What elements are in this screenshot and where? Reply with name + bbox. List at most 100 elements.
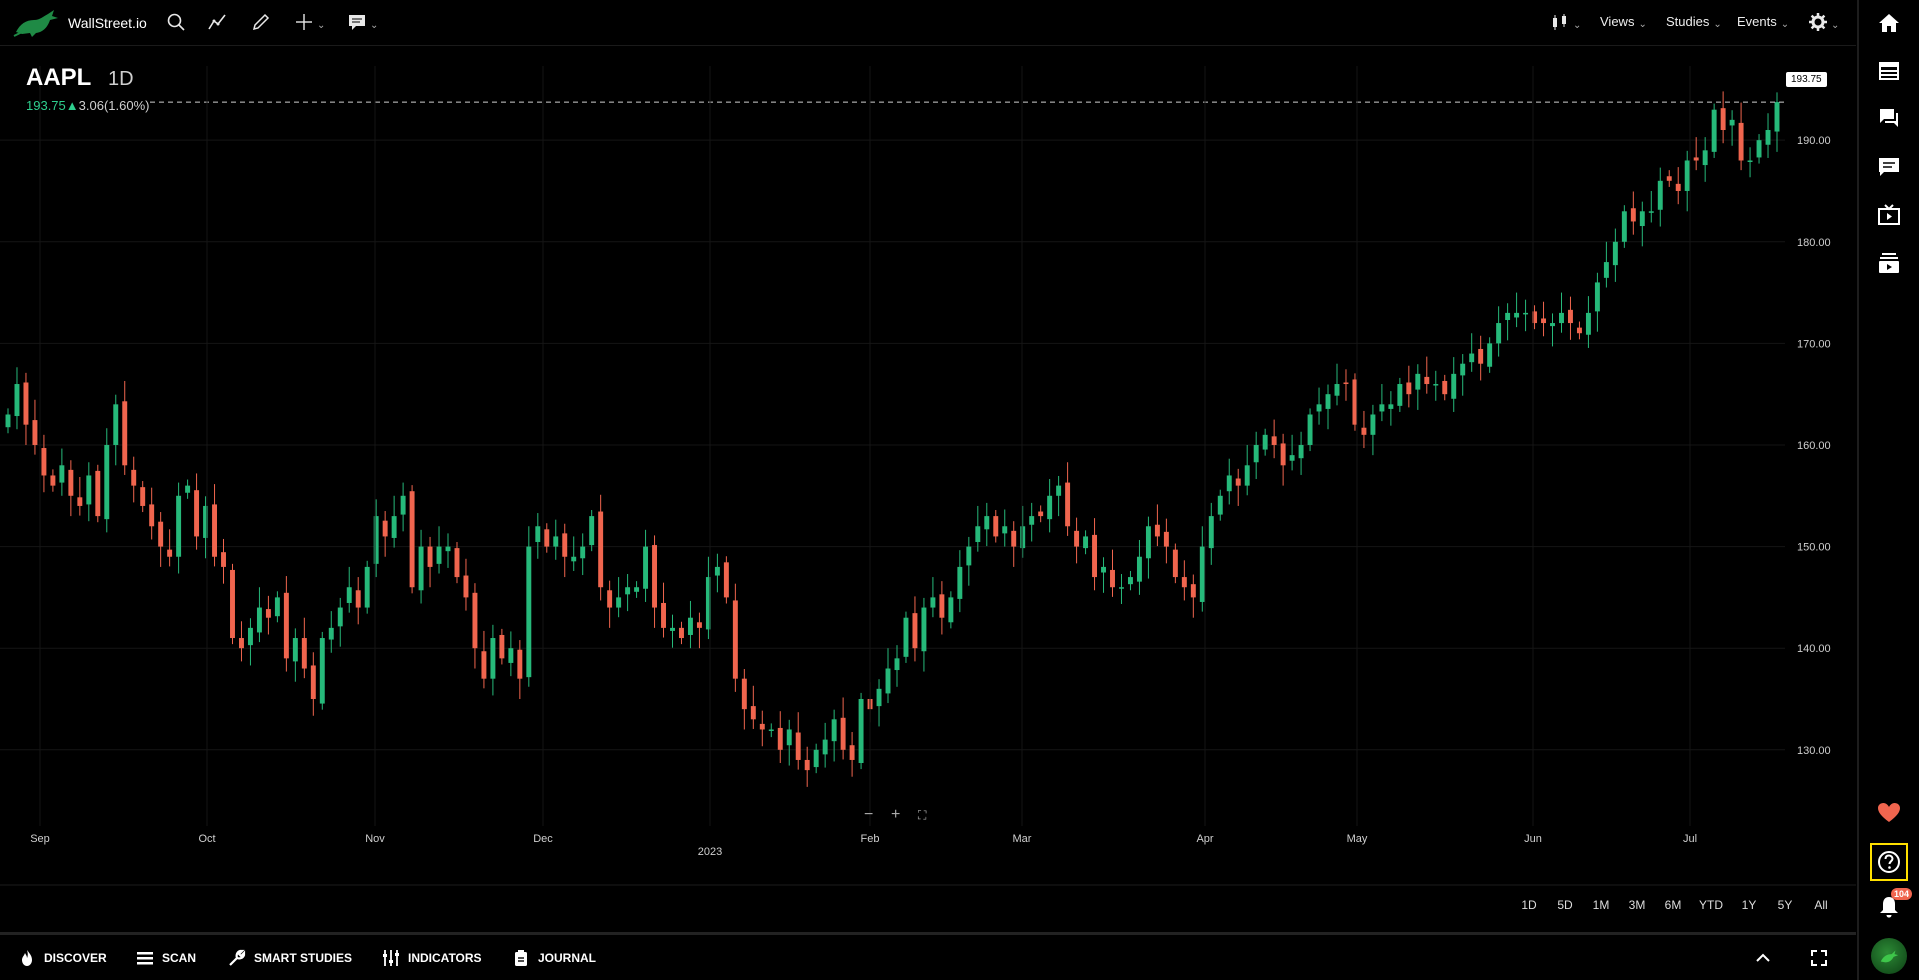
candle-body xyxy=(1514,312,1520,318)
comment-button[interactable]: ⌄ xyxy=(347,10,378,34)
crosshair-icon xyxy=(296,14,312,30)
range-selector: 1D 5D 1M 3M 6M YTD 1Y 5Y All xyxy=(1511,898,1839,912)
candle-body xyxy=(912,613,918,649)
range-all[interactable]: All xyxy=(1814,898,1828,912)
watchlist-button[interactable] xyxy=(1874,56,1904,86)
candle-body xyxy=(1110,569,1115,588)
range-5d[interactable]: 5D xyxy=(1557,898,1573,912)
x-tick-label: Mar xyxy=(1013,833,1032,845)
candle-body xyxy=(50,475,56,486)
brand-logo[interactable]: WallStreet.io xyxy=(12,6,147,40)
video-button[interactable] xyxy=(1874,200,1904,230)
chevron-up-icon xyxy=(1756,953,1770,962)
candle-body xyxy=(849,745,855,760)
candle-body xyxy=(1747,160,1753,162)
candle-body xyxy=(948,597,954,623)
candle-body xyxy=(696,622,702,628)
candle-body xyxy=(301,638,307,669)
candle-body xyxy=(957,566,963,599)
user-avatar[interactable] xyxy=(1871,938,1907,974)
chart-type-button[interactable]: ⌄ xyxy=(1550,10,1581,34)
comments-button[interactable] xyxy=(1874,152,1904,182)
quote-line: 193.75▲3.06(1.60%) xyxy=(26,98,149,113)
candle-body xyxy=(1406,382,1412,395)
candlestick-chart[interactable]: 190.00 180.00 170.00 160.00 150.00 140.00 130.… xyxy=(0,46,1856,886)
zoom-out-icon[interactable]: − xyxy=(864,806,874,823)
candle-body xyxy=(1101,566,1106,573)
candle-body xyxy=(1154,524,1160,537)
crosshair-button[interactable]: ⌄ xyxy=(294,10,325,34)
candle-body xyxy=(1199,546,1205,602)
range-1d[interactable]: 1D xyxy=(1521,898,1537,912)
candle-body xyxy=(427,546,433,567)
candle-body xyxy=(1756,140,1762,158)
fullscreen-icon[interactable]: ⛶ xyxy=(918,808,927,822)
candle-body xyxy=(319,638,325,704)
studies-menu[interactable]: Studies ⌄ xyxy=(1666,13,1722,30)
candle-body xyxy=(445,546,451,552)
candle-body xyxy=(616,597,622,608)
nav-indicators[interactable]: INDICATORS xyxy=(382,949,482,967)
candle-body xyxy=(517,649,523,679)
range-1y[interactable]: 1Y xyxy=(1741,898,1757,912)
candle-body xyxy=(1720,108,1726,131)
nav-discover-label: DISCOVER xyxy=(44,951,107,965)
candle-body xyxy=(723,562,729,598)
nav-discover[interactable]: DISCOVER xyxy=(18,949,107,967)
candle-body xyxy=(1226,475,1232,492)
candle-body xyxy=(732,600,738,679)
price-chart[interactable]: 190.00 180.00 170.00 160.00 150.00 140.00 130.… xyxy=(0,46,1856,886)
candle-body xyxy=(1693,157,1699,161)
events-menu[interactable]: Events ⌄ xyxy=(1737,13,1789,30)
favorites-button[interactable] xyxy=(1874,798,1904,828)
events-label: Events xyxy=(1737,14,1777,29)
candle-body xyxy=(1271,436,1277,445)
views-label: Views xyxy=(1600,14,1635,29)
nav-journal[interactable]: JOURNAL xyxy=(512,949,596,967)
candle-body xyxy=(1244,465,1250,486)
candle-body xyxy=(894,658,900,671)
candle-body xyxy=(786,729,792,746)
candle-body xyxy=(1217,495,1223,515)
candle-body xyxy=(1181,577,1187,588)
nav-smart-studies-label: SMART STUDIES xyxy=(254,951,353,965)
candle-body xyxy=(1576,327,1582,334)
trend-line-button[interactable] xyxy=(207,10,227,34)
playlist-button[interactable] xyxy=(1874,248,1904,278)
candle-body xyxy=(795,732,801,760)
chat-button[interactable] xyxy=(1874,103,1904,133)
collapse-panel-button[interactable] xyxy=(1754,949,1772,972)
candle-body xyxy=(1675,183,1681,191)
notifications-button[interactable]: 104 xyxy=(1874,888,1912,922)
candle-body xyxy=(158,521,164,547)
ticker-symbol: AAPL xyxy=(26,64,92,91)
candle-body xyxy=(1370,414,1376,435)
settings-button[interactable]: ⌄ xyxy=(1808,10,1839,34)
home-button[interactable] xyxy=(1874,8,1904,38)
range-6m[interactable]: 6M xyxy=(1664,898,1682,912)
candle-body xyxy=(1523,312,1529,315)
y-tick-label: 160.00 xyxy=(1797,440,1831,452)
candle-body xyxy=(1711,109,1717,152)
candle-body xyxy=(373,516,379,564)
draw-button[interactable] xyxy=(251,10,271,34)
candle-body xyxy=(113,404,119,445)
range-ytd[interactable]: YTD xyxy=(1699,898,1723,912)
candle-body xyxy=(1612,241,1618,266)
views-menu[interactable]: Views ⌄ xyxy=(1600,13,1647,30)
candle-body xyxy=(1478,348,1484,364)
range-5y[interactable]: 5Y xyxy=(1777,898,1793,912)
candle-body xyxy=(1163,531,1169,547)
x-tick-label: Nov xyxy=(365,833,385,845)
help-button[interactable] xyxy=(1870,843,1908,881)
trend-line-icon xyxy=(208,14,226,30)
zoom-in-icon[interactable]: + xyxy=(891,806,901,823)
nav-smart-studies[interactable]: SMART STUDIES xyxy=(228,949,352,967)
expand-button[interactable] xyxy=(1810,949,1828,972)
search-button[interactable] xyxy=(166,10,186,34)
range-3m[interactable]: 3M xyxy=(1628,898,1646,912)
candle-body xyxy=(23,382,29,425)
nav-scan[interactable]: SCAN xyxy=(136,949,196,967)
range-1m[interactable]: 1M xyxy=(1592,898,1610,912)
candle-body xyxy=(1397,384,1403,406)
